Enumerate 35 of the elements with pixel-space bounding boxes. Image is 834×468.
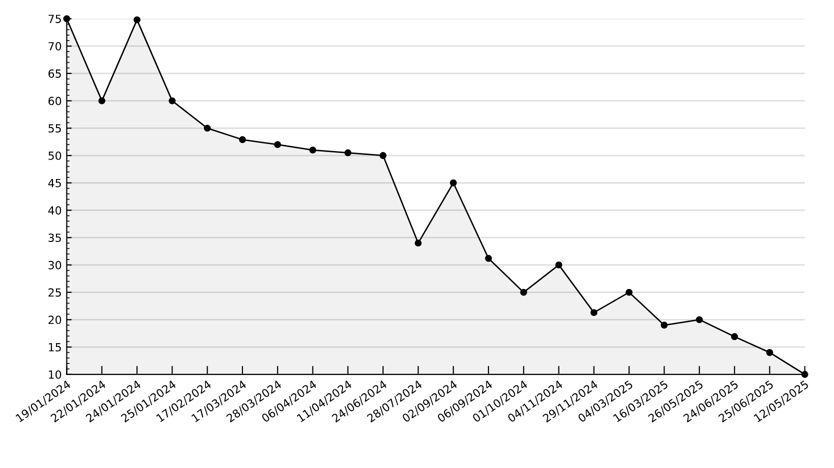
y-tick-label: 75 (48, 14, 61, 24)
point (626, 288, 633, 296)
y-tick-label: 60 (48, 96, 62, 106)
point (274, 141, 282, 148)
point (801, 370, 808, 378)
point (168, 97, 176, 104)
point (344, 149, 352, 156)
point (309, 146, 316, 154)
y-tick-label: 20 (48, 316, 62, 324)
y-tick-label: 30 (48, 260, 62, 270)
y-tick-label: 65 (48, 69, 61, 78)
point (485, 254, 492, 262)
point (731, 333, 738, 340)
point (380, 152, 387, 159)
point (555, 261, 562, 268)
y-tick-label: 10 (48, 370, 62, 379)
y-tick-label: 40 (48, 206, 62, 215)
point (204, 124, 211, 132)
point (660, 322, 668, 329)
y-tick-label: 70 (48, 42, 62, 50)
y-tick-label: 45 (48, 179, 61, 188)
point (238, 136, 246, 144)
y-tick-label: 50 (48, 151, 62, 160)
point (414, 240, 422, 247)
point (98, 97, 106, 104)
y-tick-label: 35 (48, 234, 61, 242)
point (520, 288, 528, 296)
point (590, 309, 598, 316)
point (766, 349, 774, 356)
y-tick-label: 15 (48, 343, 61, 352)
point (450, 179, 457, 186)
y-tick-label: 55 (48, 124, 61, 133)
y-tick-label: 25 (48, 288, 61, 297)
point (696, 316, 703, 324)
point (134, 16, 140, 24)
